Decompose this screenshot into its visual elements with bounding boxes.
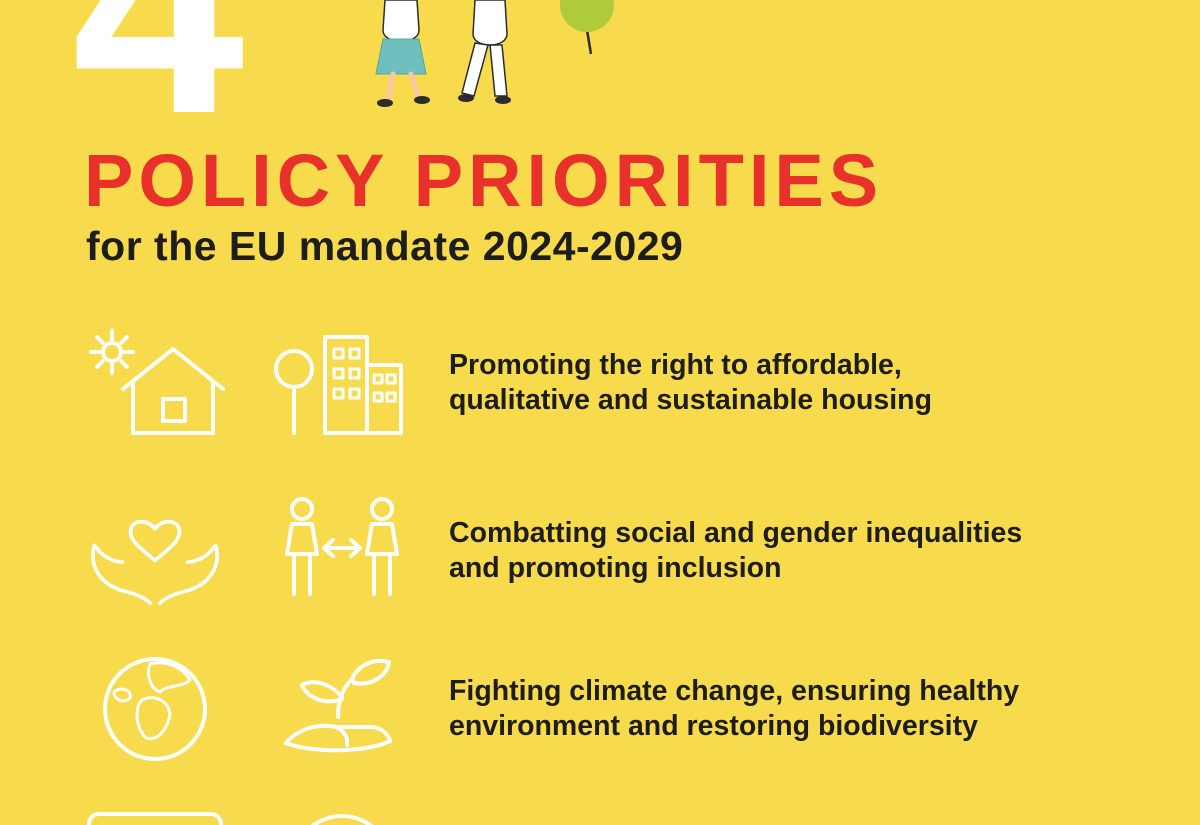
hand-sprout-icon xyxy=(267,655,417,763)
hands-holding-heart-icon xyxy=(85,495,225,607)
partial-box-icon xyxy=(85,808,225,825)
priority-row-climate: Fighting climate change, ensuring health… xyxy=(85,644,1165,774)
priority-text-line: Promoting the right to affordable, xyxy=(449,348,902,381)
tree-illustration xyxy=(560,0,614,55)
priority-text-housing: Promoting the right to affordable, quali… xyxy=(449,348,932,419)
house-sun-icon xyxy=(85,327,225,439)
priority-text-inclusion: Combatting social and gender inequalitie… xyxy=(449,516,1022,587)
people-equality-arrow-icon xyxy=(267,496,417,606)
partial-round-icon xyxy=(267,808,417,825)
city-trees-icon xyxy=(267,329,417,437)
priority-text-climate: Fighting climate change, ensuring health… xyxy=(449,674,1019,745)
priority-text-line: qualitative and sustainable housing xyxy=(449,384,932,416)
priority-text-line: environment and restoring biodiversity xyxy=(449,710,978,742)
person-white-outfit xyxy=(458,0,511,104)
globe-icon xyxy=(85,652,225,767)
priority-text-line: and promoting inclusion xyxy=(449,552,782,584)
priority-row-housing: Promoting the right to affordable, quali… xyxy=(85,318,1165,448)
priority-row-inclusion: Combatting social and gender inequalitie… xyxy=(85,486,1165,616)
big-number: 4 xyxy=(72,0,245,178)
priority-text-line: Combatting social and gender inequalitie… xyxy=(449,516,1023,549)
priority-row-partial xyxy=(85,808,1165,825)
walking-people-illustration xyxy=(375,0,614,107)
priority-text-line: Fighting climate change, ensuring health… xyxy=(449,674,1020,707)
page-subtitle: for the EU mandate 2024-2029 xyxy=(86,223,684,269)
page-title: POLICY PRIORITIES xyxy=(84,139,884,222)
person-teal-skirt xyxy=(375,0,430,107)
